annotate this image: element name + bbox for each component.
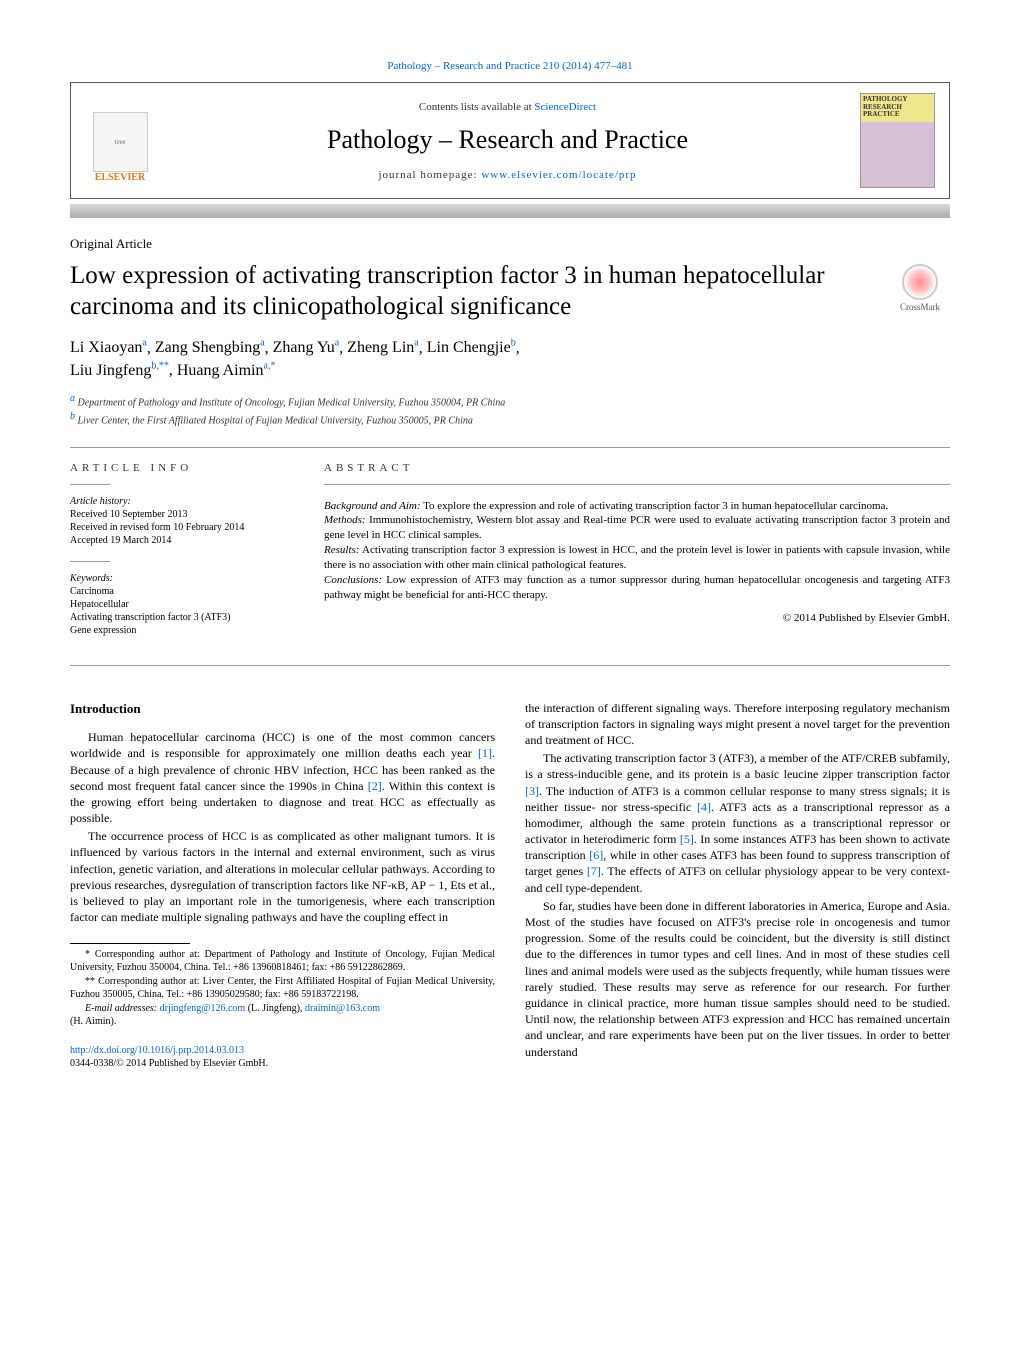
- email-link[interactable]: drjingfeng@126.com: [160, 1003, 246, 1014]
- author: Zang Shengbinga: [155, 339, 265, 356]
- issn-copyright: 0344-0338/© 2014 Published by Elsevier G…: [70, 1058, 268, 1069]
- divider: [70, 447, 950, 448]
- elsevier-logo[interactable]: tree ELSEVIER: [85, 98, 155, 183]
- footer-block: http://dx.doi.org/10.1016/j.prp.2014.03.…: [70, 1044, 495, 1070]
- abstract-heading: abstract: [324, 462, 950, 474]
- sciencedirect-link[interactable]: ScienceDirect: [534, 101, 596, 113]
- article-history: Article history: Received 10 September 2…: [70, 495, 290, 547]
- abstract-column: abstract Background and Aim: To explore …: [324, 462, 950, 651]
- ref-link[interactable]: [2]: [368, 779, 382, 793]
- corresponding-author-note: * Corresponding author at: Department of…: [70, 948, 495, 974]
- keywords-block: Keywords: Carcinoma Hepatocellular Activ…: [70, 572, 290, 637]
- crossmark-badge[interactable]: CrossMark: [890, 264, 950, 312]
- ref-link[interactable]: [7]: [587, 864, 601, 878]
- divider: [70, 484, 110, 485]
- footnotes: * Corresponding author at: Department of…: [70, 943, 495, 1028]
- journal-cover-thumbnail[interactable]: PATHOLOGY RESEARCH PRACTICE: [860, 93, 935, 188]
- author: Lin Chengjieb: [427, 339, 516, 356]
- article-info-column: article info Article history: Received 1…: [70, 462, 290, 651]
- citation-header: Pathology – Research and Practice 210 (2…: [70, 60, 950, 72]
- email-link[interactable]: draimin@163.com: [305, 1003, 380, 1014]
- corresponding-author-note: ** Corresponding author at: Liver Center…: [70, 975, 495, 1001]
- divider: [70, 561, 110, 562]
- doi-link[interactable]: http://dx.doi.org/10.1016/j.prp.2014.03.…: [70, 1045, 244, 1056]
- author-list: Li Xiaoyana, Zang Shengbinga, Zhang Yua,…: [70, 337, 950, 382]
- author: Liu Jingfengb,**: [70, 362, 169, 379]
- author: Zheng Lina: [347, 339, 419, 356]
- author: Zhang Yua: [273, 339, 340, 356]
- article-info-heading: article info: [70, 462, 290, 474]
- crossmark-icon: [902, 264, 938, 300]
- ref-link[interactable]: [5]: [680, 832, 694, 846]
- elsevier-text: ELSEVIER: [95, 172, 146, 183]
- article-title: Low expression of activating transcripti…: [70, 260, 870, 323]
- affiliations: a Department of Pathology and Institute …: [70, 392, 950, 429]
- article-type: Original Article: [70, 236, 950, 252]
- email-addresses: E-mail addresses: drjingfeng@126.com (L.…: [70, 1002, 495, 1028]
- body-columns: Introduction Human hepatocellular carcin…: [70, 700, 950, 1071]
- citation-link[interactable]: Pathology – Research and Practice 210 (2…: [387, 60, 632, 72]
- ref-link[interactable]: [3]: [525, 784, 539, 798]
- abstract-copyright: © 2014 Published by Elsevier GmbH.: [324, 611, 950, 626]
- introduction-heading: Introduction: [70, 700, 495, 718]
- homepage-line: journal homepage: www.elsevier.com/locat…: [171, 169, 844, 181]
- ref-link[interactable]: [6]: [589, 848, 603, 862]
- journal-title: Pathology – Research and Practice: [171, 125, 844, 155]
- divider: [70, 665, 950, 666]
- left-column: Introduction Human hepatocellular carcin…: [70, 700, 495, 1071]
- header-separator-bar: [70, 204, 950, 218]
- ref-link[interactable]: [1]: [478, 746, 492, 760]
- journal-header-box: tree ELSEVIER Contents lists available a…: [70, 82, 950, 199]
- footnote-rule: [70, 943, 190, 944]
- divider: [324, 484, 950, 485]
- elsevier-tree-icon: tree: [93, 112, 148, 172]
- ref-link[interactable]: [4]: [697, 800, 711, 814]
- contents-line: Contents lists available at ScienceDirec…: [171, 101, 844, 113]
- author: Li Xiaoyana: [70, 339, 147, 356]
- right-column: the interaction of different signaling w…: [525, 700, 950, 1071]
- author: Huang Aimina,*: [177, 362, 276, 379]
- homepage-link[interactable]: www.elsevier.com/locate/prp: [481, 169, 636, 181]
